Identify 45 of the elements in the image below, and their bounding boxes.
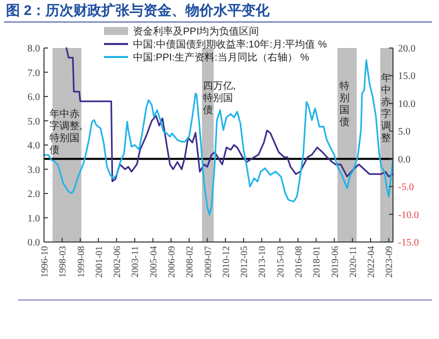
y2-tick-label: -10.0	[398, 210, 419, 221]
x-tick-label: 2002-06	[113, 246, 124, 278]
x-tick-label: 2020-11	[348, 246, 359, 278]
y2-tick-label: 15.0	[398, 71, 416, 82]
y-tick-label: 3.0	[28, 164, 40, 176]
y-tick-label: 1.0	[28, 213, 40, 224]
y-tick-label: 7.0	[28, 68, 40, 79]
y2-tick-label: 20.0	[398, 44, 416, 54]
y2-tick-label: 0.0	[398, 154, 410, 166]
x-tick-label: 2003-11	[131, 246, 142, 278]
y-tick-label: 0.0	[28, 238, 40, 248]
legend-label: 中国:中债国债到期收益率:10年:月:平均值 %	[133, 38, 328, 50]
annotation: 年中赤字调整,特别国债	[50, 108, 82, 156]
x-tick-label: 2023-09	[385, 246, 396, 278]
y-tick-label: 2.0	[28, 189, 40, 200]
x-tick-label: 1999-08	[76, 246, 87, 278]
x-tick-label: 2016-08	[294, 246, 305, 278]
x-tick-label: 2013-10	[258, 246, 268, 278]
x-tick-label: 1996-10	[40, 246, 50, 278]
y-tick-label: 5.0	[28, 116, 40, 128]
x-tick-label: 2019-06	[330, 246, 341, 278]
legend-label: 中国:PPI:生产资料:当月同比（右轴） %	[133, 52, 310, 64]
x-tick-label: 2022-04	[367, 246, 378, 278]
x-tick-label: 2005-04	[149, 246, 160, 278]
x-tick-label: 2015-03	[276, 246, 286, 278]
y2-tick-label: -15.0	[398, 238, 419, 248]
x-tick-label: 1998-03	[58, 246, 69, 278]
x-tick-label: 2012-05	[240, 246, 250, 278]
y2-tick-label: 5.0	[398, 126, 410, 138]
y2-tick-label: -5.0	[398, 182, 414, 194]
x-tick-label: 2009-07	[204, 246, 214, 278]
legend-label: 资金利率及PPI均为负值区间	[133, 26, 260, 38]
x-tick-label: 2001-01	[94, 246, 105, 278]
annotation: 四万亿,特别国债	[202, 81, 236, 116]
y-tick-label: 8.0	[28, 44, 40, 54]
y2-tick-label: 10.0	[398, 98, 416, 110]
annotation: 年中赤字调整	[381, 72, 392, 144]
chart-title: 图 2：历次财政扩张与资金、物价水平变化	[6, 2, 271, 18]
x-tick-label: 2010-12	[222, 246, 232, 278]
x-tick-label: 2018-01	[312, 246, 323, 278]
x-tick-label: 2006-09	[168, 246, 178, 278]
y-tick-label: 6.0	[28, 92, 40, 103]
annotation: 特别国债	[340, 80, 350, 128]
x-tick-label: 2008-02	[186, 246, 196, 278]
y-tick-label: 4.0	[28, 140, 40, 152]
